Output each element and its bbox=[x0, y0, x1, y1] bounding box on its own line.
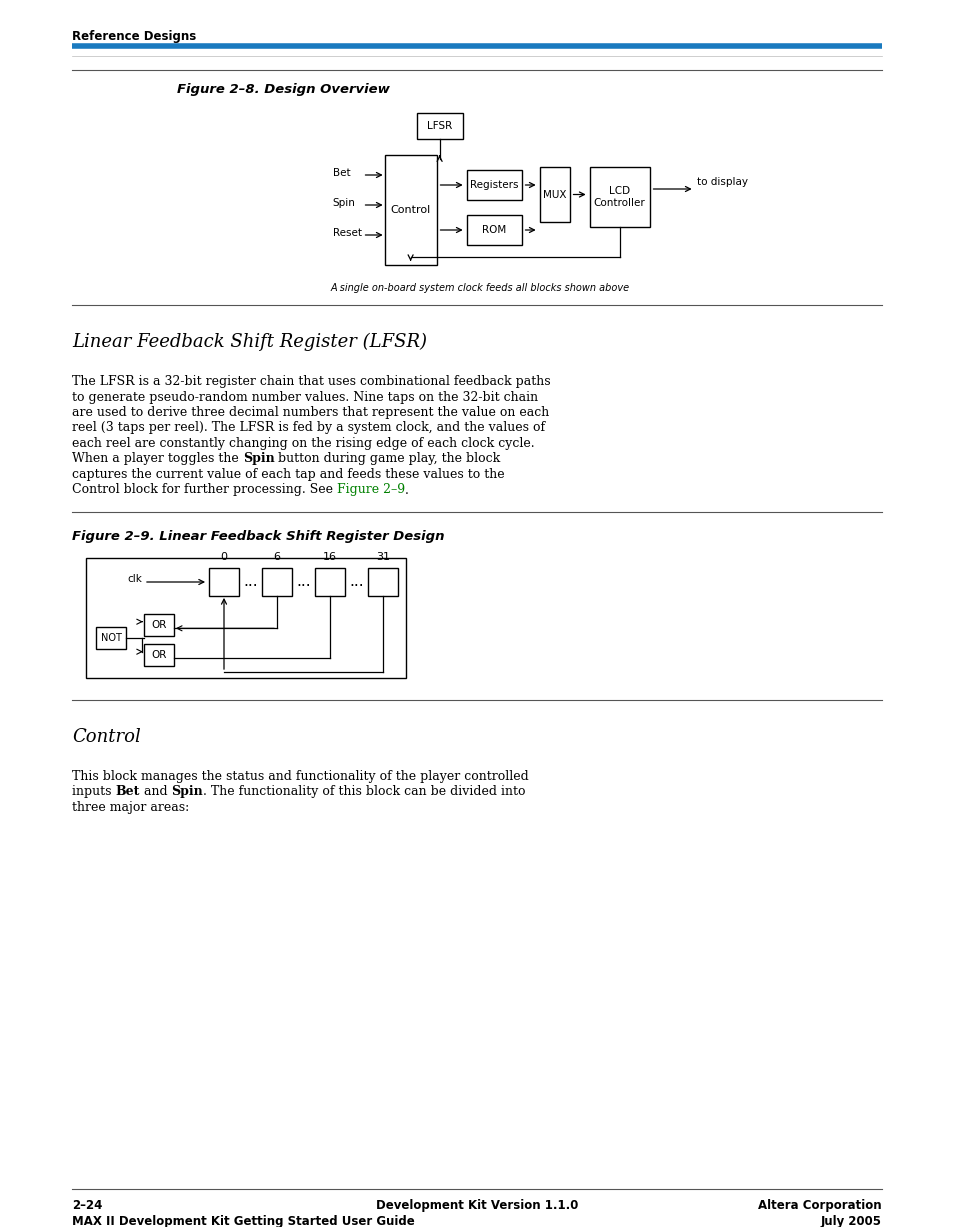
Text: clk: clk bbox=[127, 574, 142, 584]
Text: A single on-board system clock feeds all blocks shown above: A single on-board system clock feeds all… bbox=[330, 283, 628, 293]
Bar bbox=[86, 558, 406, 679]
Text: Figure 2–8. Design Overview: Figure 2–8. Design Overview bbox=[177, 83, 390, 96]
Text: to display: to display bbox=[696, 177, 747, 187]
Text: Figure 2–9. Linear Feedback Shift Register Design: Figure 2–9. Linear Feedback Shift Regist… bbox=[71, 530, 444, 544]
Bar bbox=[209, 568, 239, 596]
Text: When a player toggles the: When a player toggles the bbox=[71, 453, 242, 465]
Text: Spin: Spin bbox=[172, 785, 203, 799]
Bar bbox=[589, 167, 649, 227]
Text: OR: OR bbox=[152, 650, 167, 660]
Bar bbox=[314, 568, 345, 596]
Bar bbox=[144, 614, 173, 636]
Text: MAX II Development Kit Getting Started User Guide: MAX II Development Kit Getting Started U… bbox=[71, 1215, 415, 1227]
Text: three major areas:: three major areas: bbox=[71, 801, 189, 814]
Bar bbox=[466, 171, 521, 200]
Text: July 2005: July 2005 bbox=[821, 1215, 882, 1227]
Bar bbox=[539, 167, 569, 222]
Bar bbox=[416, 113, 462, 139]
Bar bbox=[144, 644, 173, 666]
Text: LCD
Controller: LCD Controller bbox=[593, 187, 645, 207]
Text: Registers: Registers bbox=[470, 180, 517, 190]
Text: reel (3 taps per reel). The LFSR is fed by a system clock, and the values of: reel (3 taps per reel). The LFSR is fed … bbox=[71, 422, 544, 434]
Text: Altera Corporation: Altera Corporation bbox=[758, 1199, 882, 1212]
Text: OR: OR bbox=[152, 620, 167, 629]
Text: Development Kit Version 1.1.0: Development Kit Version 1.1.0 bbox=[375, 1199, 578, 1212]
Text: are used to derive three decimal numbers that represent the value on each: are used to derive three decimal numbers… bbox=[71, 406, 549, 418]
Text: 0: 0 bbox=[220, 552, 227, 562]
Text: Figure 2–9: Figure 2–9 bbox=[336, 483, 405, 497]
Text: ...: ... bbox=[349, 574, 363, 589]
Text: Linear Feedback Shift Register (LFSR): Linear Feedback Shift Register (LFSR) bbox=[71, 333, 427, 351]
Text: .: . bbox=[405, 483, 409, 497]
Text: LFSR: LFSR bbox=[427, 121, 452, 131]
Bar bbox=[466, 215, 521, 245]
Text: MUX: MUX bbox=[542, 189, 566, 200]
Text: 16: 16 bbox=[323, 552, 336, 562]
Text: inputs: inputs bbox=[71, 785, 115, 799]
Text: button during game play, the block: button during game play, the block bbox=[274, 453, 500, 465]
Text: Bet: Bet bbox=[115, 785, 140, 799]
Text: . The functionality of this block can be divided into: . The functionality of this block can be… bbox=[203, 785, 525, 799]
Bar bbox=[368, 568, 397, 596]
Text: Spin: Spin bbox=[242, 453, 274, 465]
Text: 31: 31 bbox=[375, 552, 390, 562]
Text: This block manages the status and functionality of the player controlled: This block manages the status and functi… bbox=[71, 771, 528, 783]
Text: Spin: Spin bbox=[333, 198, 355, 209]
Bar bbox=[262, 568, 292, 596]
Text: and: and bbox=[140, 785, 172, 799]
Text: Control: Control bbox=[390, 205, 430, 215]
Text: Control block for further processing. See: Control block for further processing. Se… bbox=[71, 483, 336, 497]
Text: Bet: Bet bbox=[333, 168, 350, 178]
Text: Reference Designs: Reference Designs bbox=[71, 29, 196, 43]
Text: 2–24: 2–24 bbox=[71, 1199, 102, 1212]
Text: ...: ... bbox=[243, 574, 257, 589]
Text: each reel are constantly changing on the rising edge of each clock cycle.: each reel are constantly changing on the… bbox=[71, 437, 534, 450]
Text: Reset: Reset bbox=[333, 228, 361, 238]
Text: NOT: NOT bbox=[100, 633, 121, 643]
Text: captures the current value of each tap and feeds these values to the: captures the current value of each tap a… bbox=[71, 467, 504, 481]
Text: The LFSR is a 32-bit register chain that uses combinational feedback paths: The LFSR is a 32-bit register chain that… bbox=[71, 375, 550, 388]
Text: to generate pseudo-random number values. Nine taps on the 32-bit chain: to generate pseudo-random number values.… bbox=[71, 390, 537, 404]
Text: ROM: ROM bbox=[481, 225, 506, 236]
Text: Control: Control bbox=[71, 728, 141, 746]
Text: 6: 6 bbox=[274, 552, 280, 562]
Text: ...: ... bbox=[295, 574, 311, 589]
Bar bbox=[384, 155, 436, 265]
Bar bbox=[96, 627, 126, 649]
